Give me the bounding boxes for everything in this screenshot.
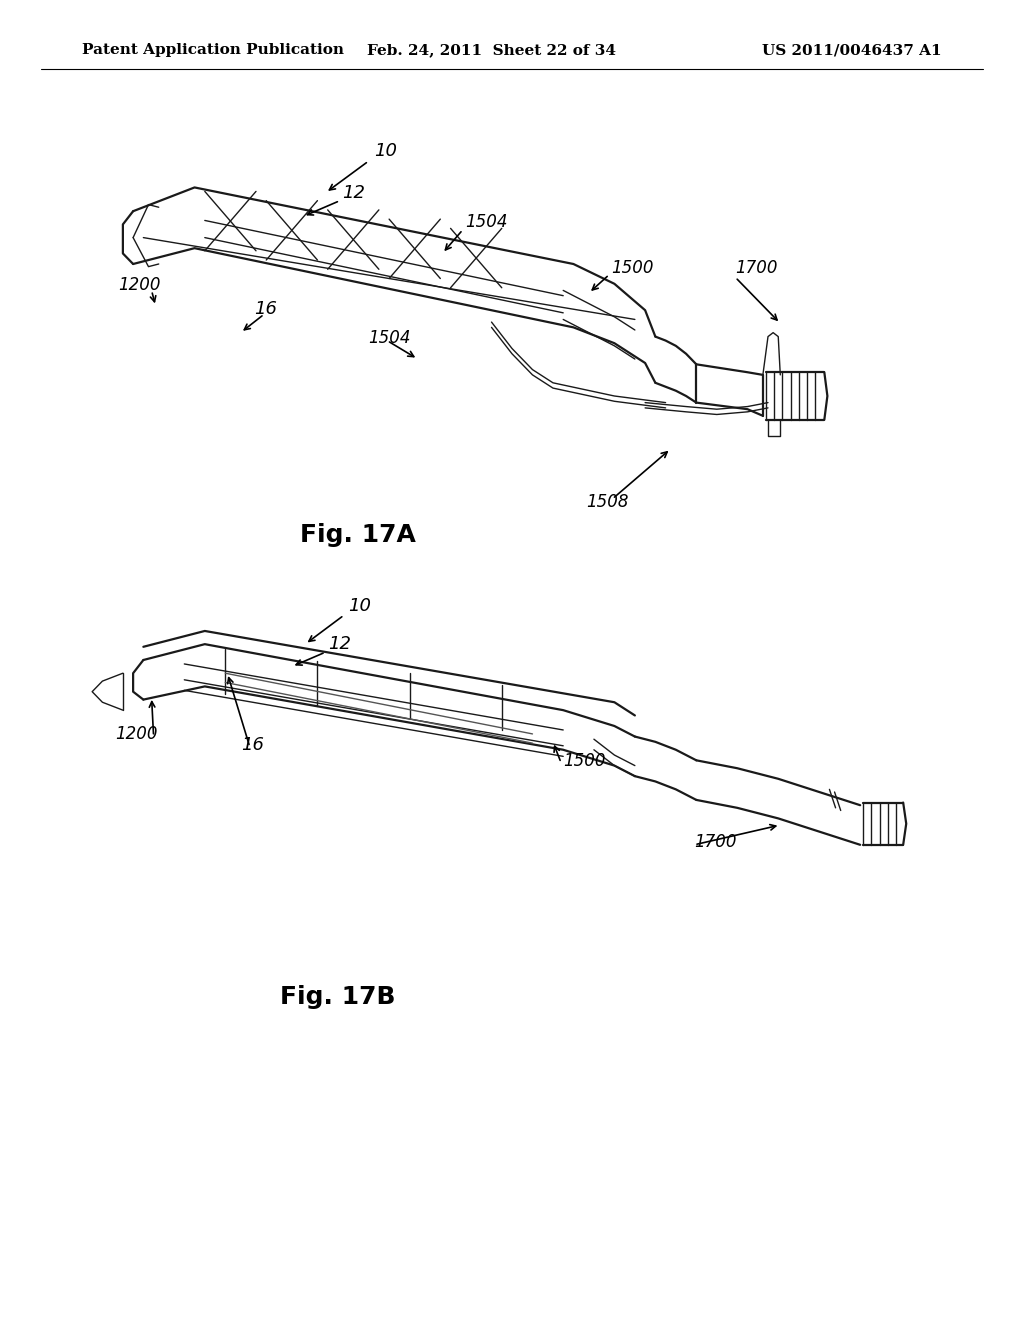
Text: 1500: 1500 — [611, 259, 654, 277]
Text: Fig. 17A: Fig. 17A — [300, 523, 417, 546]
Text: 1504: 1504 — [369, 329, 412, 347]
Text: 1200: 1200 — [118, 276, 161, 294]
Text: US 2011/0046437 A1: US 2011/0046437 A1 — [763, 44, 942, 57]
Text: 16: 16 — [254, 300, 276, 318]
Text: 1500: 1500 — [563, 751, 606, 770]
Text: 1700: 1700 — [694, 833, 737, 851]
Text: 16: 16 — [241, 735, 263, 754]
Text: 12: 12 — [328, 635, 350, 653]
Text: 10: 10 — [374, 141, 396, 160]
Text: 1508: 1508 — [586, 492, 629, 511]
Text: Fig. 17B: Fig. 17B — [281, 985, 395, 1008]
Text: Feb. 24, 2011  Sheet 22 of 34: Feb. 24, 2011 Sheet 22 of 34 — [367, 44, 616, 57]
Text: Patent Application Publication: Patent Application Publication — [82, 44, 344, 57]
Text: 1200: 1200 — [115, 725, 158, 743]
Text: 1700: 1700 — [735, 259, 778, 277]
Text: 1504: 1504 — [465, 213, 508, 231]
Text: 12: 12 — [342, 183, 365, 202]
Text: 10: 10 — [348, 597, 371, 615]
